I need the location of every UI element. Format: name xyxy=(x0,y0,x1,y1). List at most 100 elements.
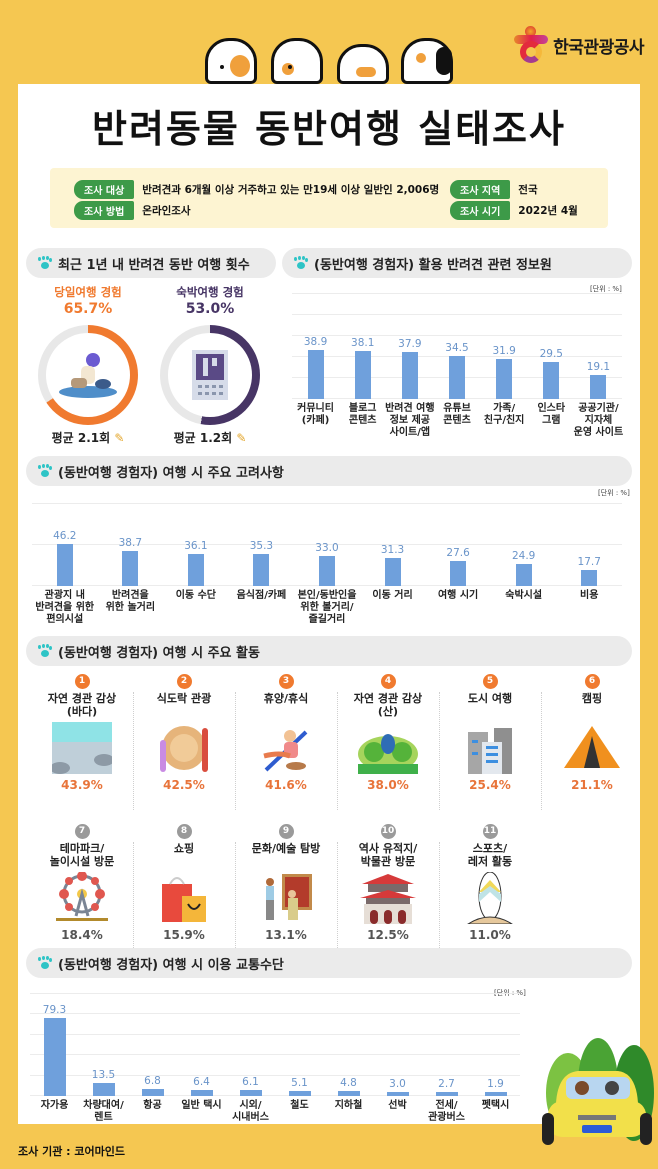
bar-column: 33.0 xyxy=(294,504,360,586)
pencil-icon: ✎ xyxy=(114,431,125,445)
bar-column: 5.1 xyxy=(275,994,324,1096)
bar-category-label: 선박 xyxy=(388,1100,407,1111)
section-header-transport: (동반여행 경험자) 여행 시 이용 교통수단 xyxy=(26,948,632,978)
section-header-activities: (동반여행 경험자) 여행 시 주요 활동 xyxy=(26,636,632,666)
activity-pct: 38.0% xyxy=(367,778,409,792)
divider xyxy=(439,842,440,960)
rank-badge: 3 xyxy=(278,674,294,689)
section-header-considerations: (동반여행 경험자) 여행 시 주요 고려사항 xyxy=(26,456,632,486)
bar-column: 34.5 xyxy=(433,294,480,399)
bar-category-label: 유튜브 콘텐츠 xyxy=(443,403,471,426)
car-with-people-illustration xyxy=(542,1038,654,1145)
bar xyxy=(590,375,607,399)
survey-source: 조사 기관 : 코어마인드 xyxy=(18,1145,125,1158)
survey-target-value: 반려견과 6개월 이상 거주하고 있는 만19세 이상 일반인 2,006명 xyxy=(142,184,440,196)
rank-badge: 7 xyxy=(74,824,90,839)
activity-item: 11 스포츠/ 레저 활동 11.0% xyxy=(444,824,536,942)
overnight-label: 숙박여행 경험 xyxy=(176,285,244,299)
rank-badge: 11 xyxy=(482,824,498,839)
survey-region-tag: 조사 지역 xyxy=(450,180,511,199)
bar-column: 31.3 xyxy=(360,504,426,586)
bar-value: 19.1 xyxy=(586,361,611,374)
bar-value: 24.9 xyxy=(511,549,536,562)
bar xyxy=(515,563,532,586)
bar xyxy=(288,1091,311,1096)
bar-value: 1.9 xyxy=(487,1078,504,1090)
bar xyxy=(122,551,139,586)
activity-name: 식도락 관광 xyxy=(156,692,212,705)
dog-icon xyxy=(205,38,257,84)
overnight-ring xyxy=(160,325,260,425)
logo-text: 한국관광공사 xyxy=(553,37,644,58)
divider xyxy=(133,692,134,810)
ferris-wheel-icon xyxy=(52,871,112,924)
divider xyxy=(337,842,338,960)
survey-period-tag: 조사 시기 xyxy=(450,201,511,220)
art-gallery-icon xyxy=(256,872,316,924)
bar xyxy=(384,557,401,586)
bar xyxy=(354,351,371,399)
divider xyxy=(133,842,134,960)
bar-column: 35.3 xyxy=(229,504,295,586)
transport-bar-chart: 79.3 자가용 13.5 차량대여/ 렌트 6.8 항공 6.4 일반 택시 6.1 시외/ 시… xyxy=(30,993,520,1123)
info-source-bar-chart: 38.9 커뮤니티 (카페) 38.1 블로그 콘텐츠 37.9 반려견 여행 정보 제공… xyxy=(292,293,623,438)
activity-item: 5 도시 여행 25.4% xyxy=(444,674,536,792)
activity-name: 테마파크/ 놀이시설 방문 xyxy=(49,842,115,868)
divider xyxy=(541,692,542,810)
resting-icon xyxy=(256,722,316,774)
bar xyxy=(307,350,324,399)
infographic-card: 반려동물 동반여행 실태조사 조사 대상 반려견과 6개월 이상 거주하고 있는 … xyxy=(18,84,640,1124)
kto-logo-icon xyxy=(514,26,549,64)
bar xyxy=(190,1089,213,1096)
divider xyxy=(235,692,236,810)
rank-badge: 9 xyxy=(278,824,294,839)
bar xyxy=(386,1092,409,1096)
bar-column: 24.9 xyxy=(491,504,557,586)
rank-badge: 1 xyxy=(74,674,90,689)
activity-name: 문화/예술 탐방 xyxy=(251,842,321,855)
bar-category-label: 이동 거리 xyxy=(372,590,413,601)
kto-logo: 한국관광공사 xyxy=(514,26,644,64)
bar xyxy=(92,1082,115,1096)
shopping-bag-icon xyxy=(154,872,214,924)
section-header-trip-count: 최근 1년 내 반려견 동반 여행 횟수 xyxy=(26,248,276,278)
section-title: (동반여행 경험자) 활용 반려견 관련 정보원 xyxy=(314,257,552,273)
bar-value: 79.3 xyxy=(42,1004,67,1017)
forest-icon xyxy=(358,722,418,774)
bar-category-label: 공공기관/ 지자체 운영 사이트 xyxy=(573,403,624,438)
divider xyxy=(235,842,236,960)
bar-column: 38.1 xyxy=(339,294,386,399)
paw-icon xyxy=(294,257,308,269)
section-title: (동반여행 경험자) 여행 시 주요 고려사항 xyxy=(58,465,284,481)
bar-column: 4.8 xyxy=(324,994,373,1096)
activity-pct: 13.1% xyxy=(265,928,307,942)
bar-column: 17.7 xyxy=(556,504,622,586)
unit-label: [단위 : %] xyxy=(598,489,630,497)
bar-value: 31.9 xyxy=(492,345,516,358)
dining-icon xyxy=(154,722,214,774)
day-trip-pct: 65.7% xyxy=(63,301,113,317)
bar xyxy=(141,1089,164,1096)
bar-value: 5.1 xyxy=(291,1077,308,1090)
activity-name: 역사 유적지/ 박물관 방문 xyxy=(358,842,418,868)
overnight-pct: 53.0% xyxy=(185,301,235,317)
bar-column: 6.4 xyxy=(177,994,226,1096)
bar xyxy=(448,355,465,399)
bar-category-label: 가족/ 친구/친지 xyxy=(483,403,525,426)
paw-icon xyxy=(38,465,52,477)
bar-category-label: 지하철 xyxy=(334,1100,363,1111)
bar xyxy=(318,556,335,586)
bar xyxy=(56,544,73,586)
activity-name: 휴양/휴식 xyxy=(263,692,309,705)
grid-line xyxy=(32,503,622,504)
bar-value: 34.5 xyxy=(445,341,469,354)
bar-category-label: 음식점/카페 xyxy=(236,590,287,601)
activity-name: 자연 경관 감상 (산) xyxy=(353,692,423,718)
divider xyxy=(439,692,440,810)
paw-icon xyxy=(38,257,52,269)
tent-icon xyxy=(562,722,622,774)
section-header-info-source: (동반여행 경험자) 활용 반려견 관련 정보원 xyxy=(282,248,632,278)
bar xyxy=(253,554,270,586)
bar-value: 4.8 xyxy=(340,1077,357,1090)
bar xyxy=(435,1092,458,1096)
